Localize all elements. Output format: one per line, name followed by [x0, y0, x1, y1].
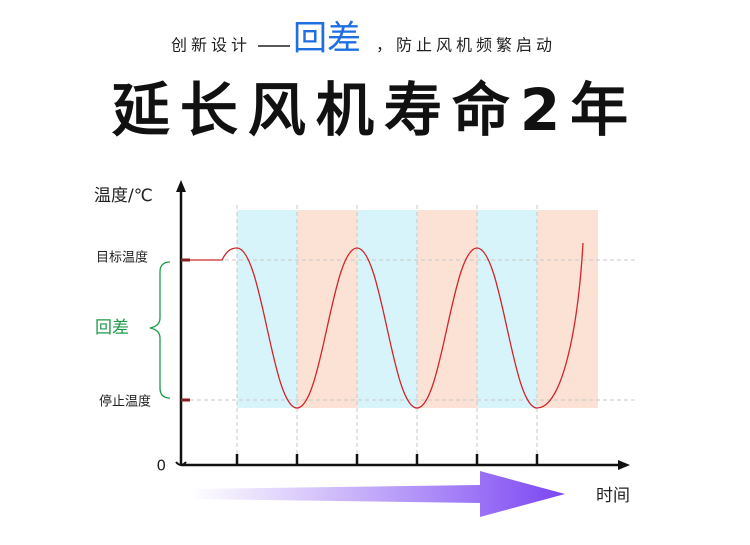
header-prefix: 创新设计 [171, 36, 251, 55]
time-arrow [190, 471, 565, 517]
cycle-blocks [237, 210, 598, 408]
cooling-block [357, 210, 417, 408]
stop-label: 停止温度 [99, 394, 151, 410]
x-axis-arrow [618, 460, 630, 470]
heating-block [297, 210, 357, 408]
hysteresis-label: 回差 [95, 318, 129, 338]
axes [175, 190, 620, 467]
origin-label: 0 [156, 457, 166, 475]
heating-block [537, 210, 598, 408]
header-suffix: ，防止风机频繁启动 [376, 36, 556, 55]
x-axis-label: 时间 [596, 486, 630, 506]
heating-block [417, 210, 477, 408]
target-label: 目标温度 [96, 250, 148, 266]
temperature-curve [190, 242, 584, 409]
cooling-block [237, 210, 297, 408]
y-axis-arrow [176, 180, 186, 192]
cooling-block [477, 210, 537, 408]
x-axis-ticks [235, 454, 539, 465]
main-title: 延长风机寿命2年 [112, 76, 638, 144]
header-highlight: 回差 [293, 19, 361, 59]
y-axis-label: 温度/℃ [94, 186, 153, 206]
hysteresis-brace [149, 261, 171, 399]
